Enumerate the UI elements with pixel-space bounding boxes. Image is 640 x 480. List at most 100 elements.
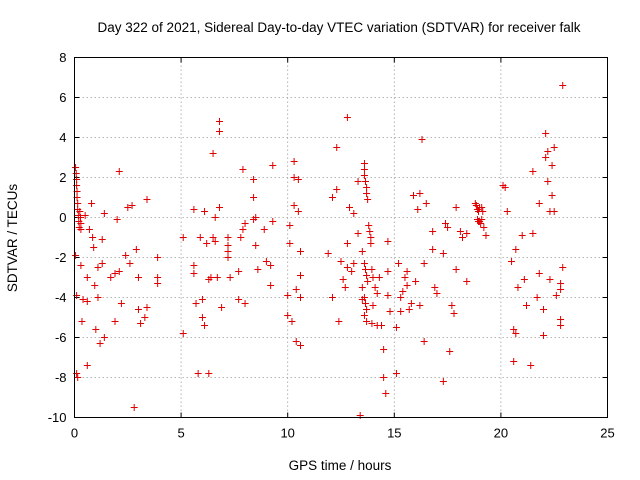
data-point <box>482 232 490 239</box>
data-point <box>520 276 528 283</box>
data-point <box>226 274 234 281</box>
data-point <box>328 294 336 301</box>
data-point <box>294 176 302 183</box>
data-point <box>368 320 376 327</box>
data-point <box>360 294 368 301</box>
data-point <box>414 206 422 213</box>
data-point <box>211 238 219 245</box>
y-tick-label: 0 <box>59 210 66 225</box>
data-point <box>542 130 550 137</box>
data-point <box>224 242 232 249</box>
data-point <box>190 270 198 277</box>
data-point <box>284 312 292 319</box>
data-point <box>78 318 86 325</box>
x-axis-label: GPS time / hours <box>289 458 392 473</box>
data-point <box>296 342 304 349</box>
data-point <box>514 284 522 291</box>
data-point <box>72 164 80 171</box>
data-point <box>235 268 243 275</box>
data-point <box>224 248 232 255</box>
y-tick-label: -10 <box>48 410 67 425</box>
data-point <box>548 192 556 199</box>
data-point <box>439 378 447 385</box>
data-point <box>85 226 93 233</box>
data-point <box>360 312 368 319</box>
data-point <box>192 300 200 307</box>
data-point <box>96 340 104 347</box>
data-point <box>111 318 119 325</box>
data-point <box>540 332 548 339</box>
data-point <box>237 234 245 241</box>
chart-title: Day 322 of 2021, Sidereal Day-to-day VTE… <box>98 20 581 35</box>
data-point <box>98 260 106 267</box>
data-point <box>143 196 151 203</box>
data-point <box>431 284 439 291</box>
data-point <box>179 234 187 241</box>
data-point <box>241 300 249 307</box>
data-point <box>363 318 371 325</box>
data-point <box>369 302 377 309</box>
data-point <box>439 250 447 257</box>
data-point <box>335 318 343 325</box>
data-point <box>559 82 567 89</box>
data-point <box>77 220 85 227</box>
data-point <box>267 262 275 269</box>
data-point <box>211 214 219 221</box>
y-tick-label: 2 <box>59 170 66 185</box>
x-tick-label: 25 <box>600 426 614 441</box>
data-point <box>215 128 223 135</box>
data-point <box>459 234 467 241</box>
data-point <box>412 278 420 285</box>
data-point <box>74 374 82 381</box>
data-point <box>130 404 138 411</box>
data-point <box>198 296 206 303</box>
data-point <box>367 234 375 241</box>
data-point <box>403 282 411 289</box>
data-point <box>450 310 458 317</box>
data-point <box>512 246 520 253</box>
data-point <box>478 216 486 223</box>
data-point <box>213 274 221 281</box>
data-point <box>205 370 213 377</box>
data-point <box>364 278 372 285</box>
data-point <box>74 200 82 207</box>
data-point <box>360 260 368 267</box>
data-point <box>77 262 85 269</box>
data-point <box>239 226 247 233</box>
data-point <box>456 228 464 235</box>
data-point <box>137 320 145 327</box>
data-point <box>98 236 106 243</box>
data-point <box>548 162 556 169</box>
data-point <box>194 370 202 377</box>
data-point <box>90 244 98 251</box>
data-point <box>215 204 223 211</box>
data-point <box>333 144 341 151</box>
data-point <box>403 268 411 275</box>
data-point <box>529 230 537 237</box>
data-point <box>286 222 294 229</box>
data-point <box>292 286 300 293</box>
x-tick-label: 0 <box>71 426 78 441</box>
data-point <box>337 258 345 265</box>
data-point <box>132 246 140 253</box>
data-point <box>529 168 537 175</box>
y-tick-label: -4 <box>55 290 67 305</box>
data-point <box>392 370 400 377</box>
data-point <box>557 316 565 323</box>
data-point <box>380 346 388 353</box>
data-point <box>358 248 366 255</box>
data-point <box>72 170 80 177</box>
data-point <box>207 274 215 281</box>
data-point <box>362 178 370 185</box>
data-point <box>269 162 277 169</box>
data-point <box>215 118 223 125</box>
data-point <box>354 178 362 185</box>
y-tick-label: 8 <box>59 50 66 65</box>
data-point <box>122 252 130 259</box>
data-point <box>508 258 516 265</box>
data-point <box>201 322 209 329</box>
data-point <box>154 274 162 281</box>
data-point <box>343 240 351 247</box>
data-point <box>286 240 294 247</box>
data-point <box>367 240 375 247</box>
